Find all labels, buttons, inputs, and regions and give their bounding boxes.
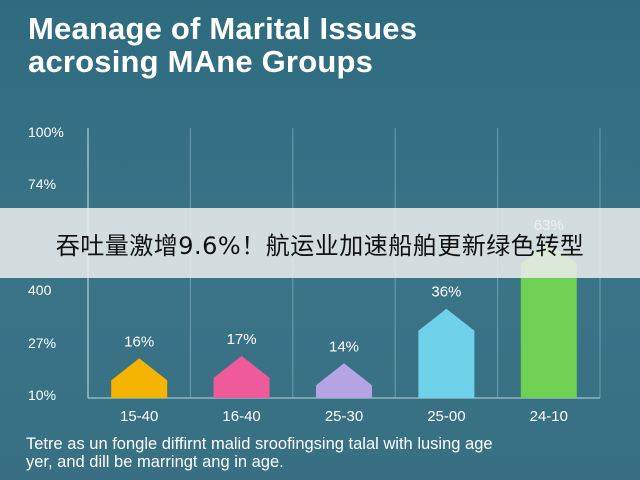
y-tick-label: 100% [28, 124, 64, 140]
banner-text: 吞吐量激增9.6%！航运业加速船舶更新绿色转型 [55, 231, 585, 260]
y-tick-label: 74% [28, 176, 56, 192]
x-tick-label: 25-00 [427, 408, 465, 425]
x-tick-label: 15-40 [120, 408, 158, 425]
y-tick-label: 27% [28, 335, 56, 351]
y-tick-label: 400 [28, 282, 52, 298]
chart-title-line-2: acrosing MAne Groups [28, 44, 374, 79]
bar-value-label: 36% [431, 284, 461, 301]
chart-footnote: Tetre as un fongle diffirnt malid sroofi… [26, 435, 626, 471]
bar-value-label: 16% [124, 333, 154, 350]
x-tick-label: 24-10 [530, 408, 568, 425]
chart-title: Meanage of Marital Issues acrosing MAne … [28, 12, 588, 78]
footnote-line-1: Tetre as un fongle diffirnt malid sroofi… [26, 435, 493, 453]
bar-value-label: 17% [227, 331, 257, 348]
bar [111, 358, 168, 398]
bar [418, 308, 475, 398]
bar [520, 241, 577, 398]
bar [213, 355, 270, 398]
footnote-line-2: yer, and dill be marringt ang in age. [26, 453, 284, 471]
y-tick-label: 10% [28, 387, 56, 403]
chart-title-line-1: Meanage of Marital Issues [28, 11, 418, 46]
news-banner: 吞吐量激增9.6%！航运业加速船舶更新绿色转型 [0, 208, 640, 278]
bar [316, 363, 372, 398]
x-tick-label: 25-30 [325, 408, 363, 425]
x-tick-label: 16-40 [222, 408, 260, 425]
bar-value-label: 14% [329, 338, 359, 355]
